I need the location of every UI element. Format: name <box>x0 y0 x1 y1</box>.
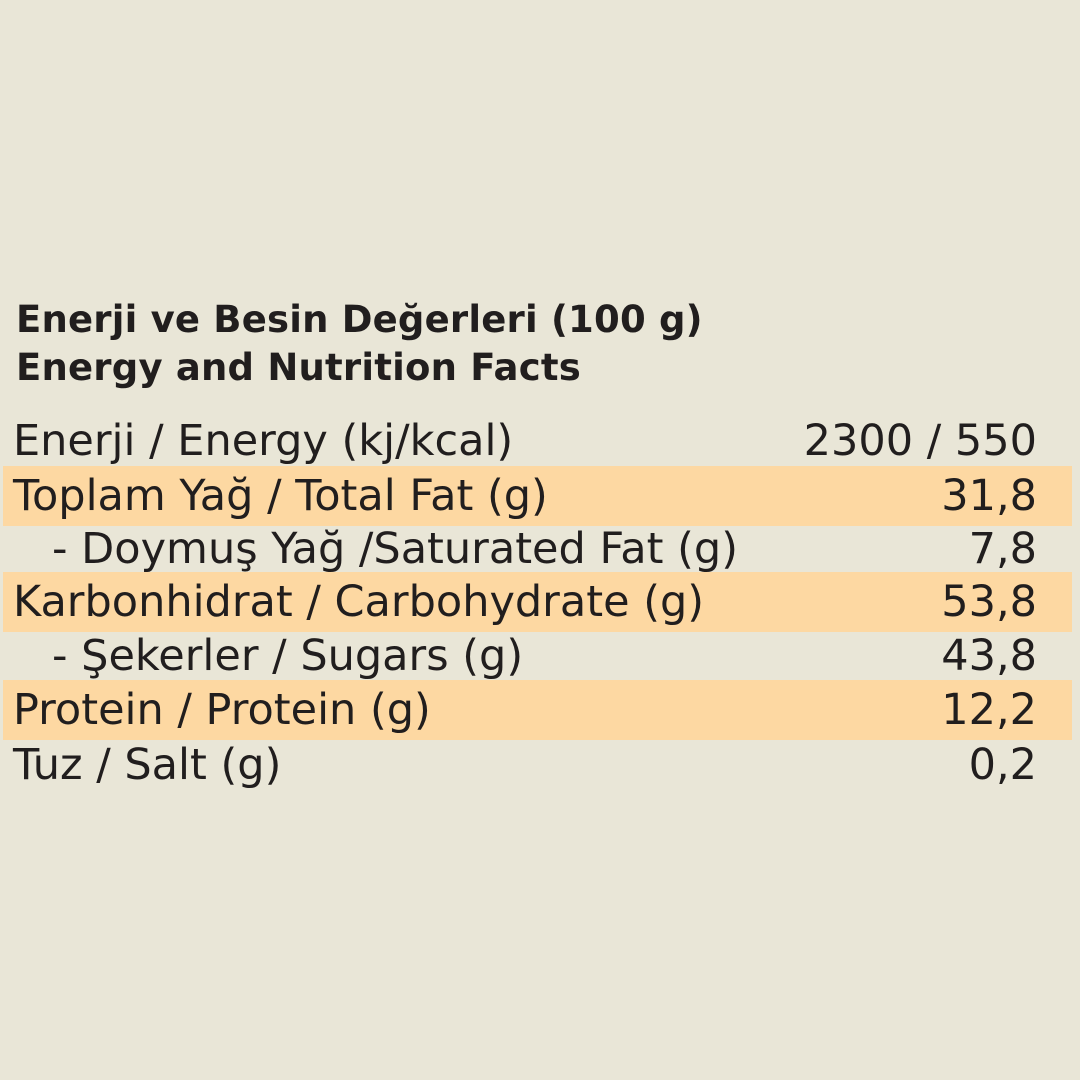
table-row-carbohydrate: Karbonhidrat / Carbohydrate (g) 53,8 <box>3 572 1072 632</box>
table-row-sugars: - Şekerler / Sugars (g) 43,8 <box>3 632 1072 680</box>
table-row-protein: Protein / Protein (g) 12,2 <box>3 680 1072 740</box>
row-value: 0,2 <box>968 739 1037 790</box>
row-label: - Doymuş Yağ /Saturated Fat (g) <box>52 523 738 574</box>
row-label: Protein / Protein (g) <box>13 684 431 735</box>
row-label: - Şekerler / Sugars (g) <box>52 630 524 681</box>
row-label: Toplam Yağ / Total Fat (g) <box>13 470 548 521</box>
label-title: Enerji ve Besin Değerleri (100 g) Energy… <box>16 296 1064 392</box>
row-label: Tuz / Salt (g) <box>13 739 282 790</box>
row-value: 43,8 <box>941 630 1037 681</box>
row-label: Enerji / Energy (kj/kcal) <box>13 416 514 466</box>
row-value: 31,8 <box>941 470 1037 521</box>
row-value: 7,8 <box>968 523 1037 574</box>
label-title-turkish: Enerji ve Besin Değerleri (100 g) <box>16 298 703 341</box>
row-value: 12,2 <box>941 684 1037 735</box>
row-value: 2300 / 550 <box>803 416 1037 466</box>
table-row-saturated-fat: - Doymuş Yağ /Saturated Fat (g) 7,8 <box>3 526 1072 572</box>
row-label: Karbonhidrat / Carbohydrate (g) <box>13 576 705 627</box>
nutrition-table: Enerji / Energy (kj/kcal) 2300 / 550 Top… <box>3 417 1072 790</box>
table-row-energy: Enerji / Energy (kj/kcal) 2300 / 550 <box>3 417 1072 466</box>
table-row-total-fat: Toplam Yağ / Total Fat (g) 31,8 <box>3 466 1072 526</box>
row-value: 53,8 <box>941 576 1037 627</box>
label-title-english: Energy and Nutrition Facts <box>16 346 581 389</box>
table-row-salt: Tuz / Salt (g) 0,2 <box>3 740 1072 790</box>
